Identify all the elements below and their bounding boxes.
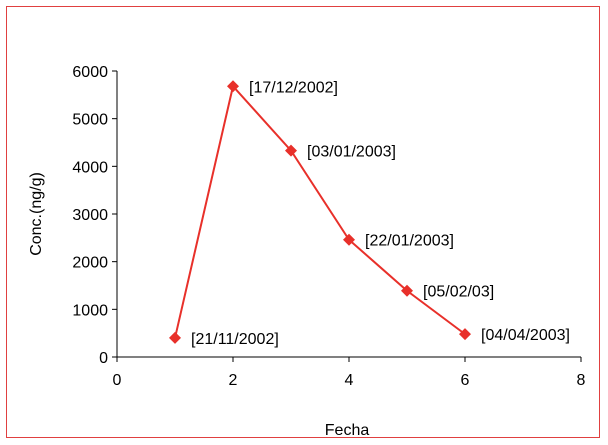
x-tick-label: 0: [113, 372, 122, 389]
y-tick-label: 3000: [72, 207, 108, 224]
data-point-label: [21/11/2002]: [191, 331, 279, 348]
data-point-marker: [169, 331, 181, 344]
data-point-marker: [227, 80, 239, 93]
x-axis-label: Fecha: [325, 422, 370, 439]
data-point-label: [03/01/2003]: [307, 144, 396, 161]
axes: 0 1000 2000 3000 4000 5000 6000 0 2 4 6 8: [72, 64, 585, 389]
y-tick-label: 6000: [72, 64, 108, 81]
y-tick-label: 4000: [72, 159, 108, 176]
data-point-label: [22/01/2003]: [365, 233, 454, 250]
data-point-marker: [401, 284, 413, 297]
x-tick-label: 6: [461, 372, 470, 389]
y-tick-label: 1000: [72, 302, 108, 319]
series-line-path: [174, 84, 466, 339]
data-point-marker: [459, 328, 471, 341]
data-point-marker: [343, 233, 355, 246]
data-point-label: [05/02/03]: [423, 284, 494, 301]
y-tick-label: 0: [99, 350, 108, 367]
y-tick-label: 5000: [72, 112, 108, 129]
y-axis-label: Conc.(ng/g): [28, 172, 45, 256]
data-point-marker: [285, 144, 297, 157]
data-point-label: [17/12/2002]: [249, 79, 338, 96]
x-tick-label: 8: [577, 372, 586, 389]
y-tick-label: 2000: [72, 255, 108, 272]
series-line: [21/11/2002] [17/12/2002] [03/01/2003] [22/…: [169, 79, 570, 348]
x-tick-label: 2: [229, 372, 238, 389]
chart-frame: [6, 6, 600, 438]
x-tick-label: 4: [345, 372, 354, 389]
data-point-label: [04/04/2003]: [481, 327, 570, 344]
